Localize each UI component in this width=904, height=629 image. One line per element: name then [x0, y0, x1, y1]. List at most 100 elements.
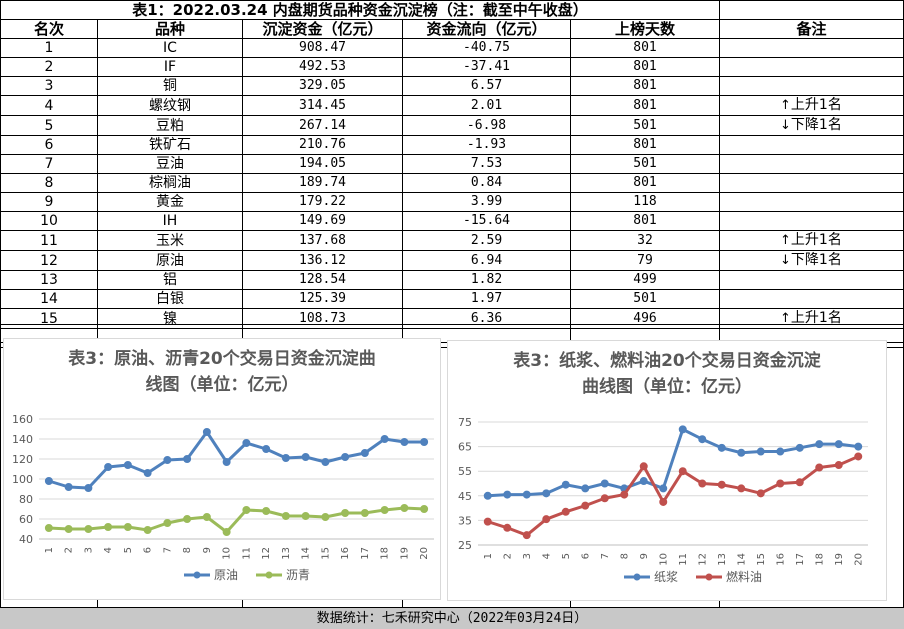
name-cell: IF [97, 57, 243, 77]
days-cell: 501 [570, 115, 720, 136]
rank-cell: 9 [0, 192, 98, 212]
table-row: 5 豆粕 267.14 -6.98 501 ↓下降1名 [0, 115, 904, 136]
fund-cell: 908.47 [242, 38, 403, 58]
x-tick-label: 8 [619, 553, 630, 559]
legend-marker-icon [705, 573, 713, 581]
name-cell: IH [97, 211, 243, 231]
data-point [163, 519, 172, 527]
data-point [834, 461, 843, 470]
data-point [756, 489, 765, 498]
data-point [659, 497, 668, 506]
table-title: 表1：2022.03.24 内盘期货品种资金沉淀榜（注：截至中午收盘） [0, 0, 720, 20]
x-tick-label: 19 [834, 553, 845, 566]
data-point [639, 462, 648, 471]
chart-pulp-fueloil: 表3：纸浆、燃料油20个交易日资金沉淀 曲线图（单位：亿元） 25 35 45 55 6… [447, 340, 887, 601]
grid-line [0, 324, 1, 628]
note-cell [719, 38, 904, 58]
flow-cell: 0.84 [402, 173, 571, 193]
table-row: 15 镍 108.73 6.36 496 ↑上升1名 [0, 308, 904, 329]
note-cell: ↓下降1名 [719, 250, 904, 271]
rank-cell: 8 [0, 173, 98, 193]
legend-marker-icon [265, 571, 273, 579]
fund-cell: 210.76 [242, 135, 403, 155]
table-row: 1 IC 908.47 -40.75 801 [0, 38, 904, 58]
x-tick-label: 2 [64, 547, 75, 553]
x-tick-label: 9 [202, 547, 213, 553]
x-tick-label: 2 [502, 553, 513, 559]
x-tick-label: 15 [756, 553, 767, 566]
data-point [698, 435, 707, 444]
legend-marker-icon [633, 573, 641, 581]
data-point [659, 484, 668, 493]
fund-cell: 267.14 [242, 115, 403, 136]
data-point [143, 469, 152, 477]
name-cell: 铜 [97, 76, 243, 96]
data-point [581, 484, 590, 493]
legend-label: 原油 [214, 568, 238, 582]
chart-title-line1: 表3：纸浆、燃料油20个交易日资金沉淀 [513, 351, 821, 371]
rank-cell: 5 [0, 115, 98, 136]
data-point [380, 506, 389, 514]
flow-cell: 2.01 [402, 95, 571, 116]
data-point [84, 525, 93, 533]
x-tick-label: 3 [83, 547, 94, 553]
data-point [420, 438, 429, 446]
table-row: 7 豆油 194.05 7.53 501 [0, 154, 904, 174]
note-cell [719, 192, 904, 212]
x-tick-label: 16 [340, 547, 351, 560]
data-point [242, 439, 251, 447]
name-cell: 黄金 [97, 192, 243, 212]
data-point [123, 523, 132, 531]
data-point [522, 531, 531, 540]
data-point [64, 483, 73, 491]
series-line-0 [48, 430, 425, 490]
data-point [737, 484, 746, 493]
flow-cell: -15.64 [402, 211, 571, 231]
data-point [321, 458, 330, 466]
flow-cell: 6.94 [402, 250, 571, 271]
data-point [301, 453, 310, 461]
data-point [360, 449, 369, 457]
data-point [795, 443, 804, 452]
name-cell: IC [97, 38, 243, 58]
data-point [561, 507, 570, 516]
table-row: 9 黄金 179.22 3.99 118 [0, 192, 904, 212]
days-cell: 801 [570, 173, 720, 193]
data-point [242, 506, 251, 514]
data-point [64, 525, 73, 533]
note-cell: ↑上升1名 [719, 230, 904, 251]
table-row: 3 铜 329.05 6.57 801 [0, 76, 904, 96]
data-point [281, 512, 290, 520]
flow-cell: 1.97 [402, 289, 571, 309]
data-point [503, 490, 512, 499]
rank-change-arrow-icon: ↑ [780, 98, 791, 113]
x-tick-label: 14 [736, 553, 747, 566]
flow-cell: 3.99 [402, 192, 571, 212]
x-tick-label: 11 [241, 547, 252, 560]
data-point [737, 448, 746, 457]
data-source-footer: 数据统计：七禾研究中心（2022年03月24日） [0, 607, 904, 629]
data-point [678, 467, 687, 476]
data-point [756, 447, 765, 456]
name-cell: 铁矿石 [97, 135, 243, 155]
table-title-blank [719, 0, 904, 20]
data-point [123, 461, 132, 469]
rank-cell: 10 [0, 211, 98, 231]
chart-title-line2: 线图（单位：亿元） [145, 375, 299, 395]
y-tick-label: 60 [19, 513, 33, 526]
days-cell: 801 [570, 95, 720, 116]
data-point [143, 526, 152, 534]
x-tick-label: 1 [483, 553, 494, 559]
flow-cell: -6.98 [402, 115, 571, 136]
fund-cell: 189.74 [242, 173, 403, 193]
table-row: 4 螺纹钢 314.45 2.01 801 ↑上升1名 [0, 95, 904, 116]
rank-cell: 11 [0, 230, 98, 251]
table-row: 11 玉米 137.68 2.59 32 ↑上升1名 [0, 230, 904, 251]
note-cell [719, 211, 904, 231]
data-point [420, 505, 429, 513]
note-text: 上升1名 [790, 310, 842, 326]
y-tick-label: 75 [458, 416, 472, 429]
rank-change-arrow-icon: ↓ [780, 253, 791, 268]
rank-cell: 4 [0, 95, 98, 116]
note-cell: ↑上升1名 [719, 95, 904, 116]
